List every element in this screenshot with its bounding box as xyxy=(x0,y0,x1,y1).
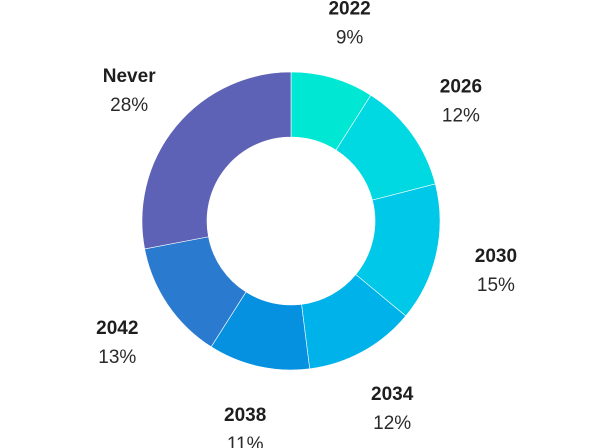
slice-label-never: Never xyxy=(103,66,156,87)
slices-group xyxy=(141,71,441,371)
slice-value-2038: 11% xyxy=(227,434,264,448)
slice-label-2042: 2042 xyxy=(96,318,138,339)
slice-value-2042: 13% xyxy=(98,347,136,368)
slice-never xyxy=(141,71,292,250)
slice-value-never: 28% xyxy=(110,95,148,116)
slice-label-2030: 2030 xyxy=(475,246,517,267)
slice-label-2022: 2022 xyxy=(328,0,370,19)
slice-label-2034: 2034 xyxy=(371,384,414,405)
slice-value-2026: 12% xyxy=(442,106,480,127)
slice-value-2034: 12% xyxy=(373,413,411,434)
slice-value-2030: 15% xyxy=(477,275,515,296)
slice-value-2022: 9% xyxy=(336,27,364,48)
labels-group: 2022 9% 2026 12% 2030 15% 2034 12% 2038 11% 2042 13… xyxy=(96,0,517,448)
slice-label-2038: 2038 xyxy=(224,405,266,426)
slice-label-2026: 2026 xyxy=(440,77,482,98)
